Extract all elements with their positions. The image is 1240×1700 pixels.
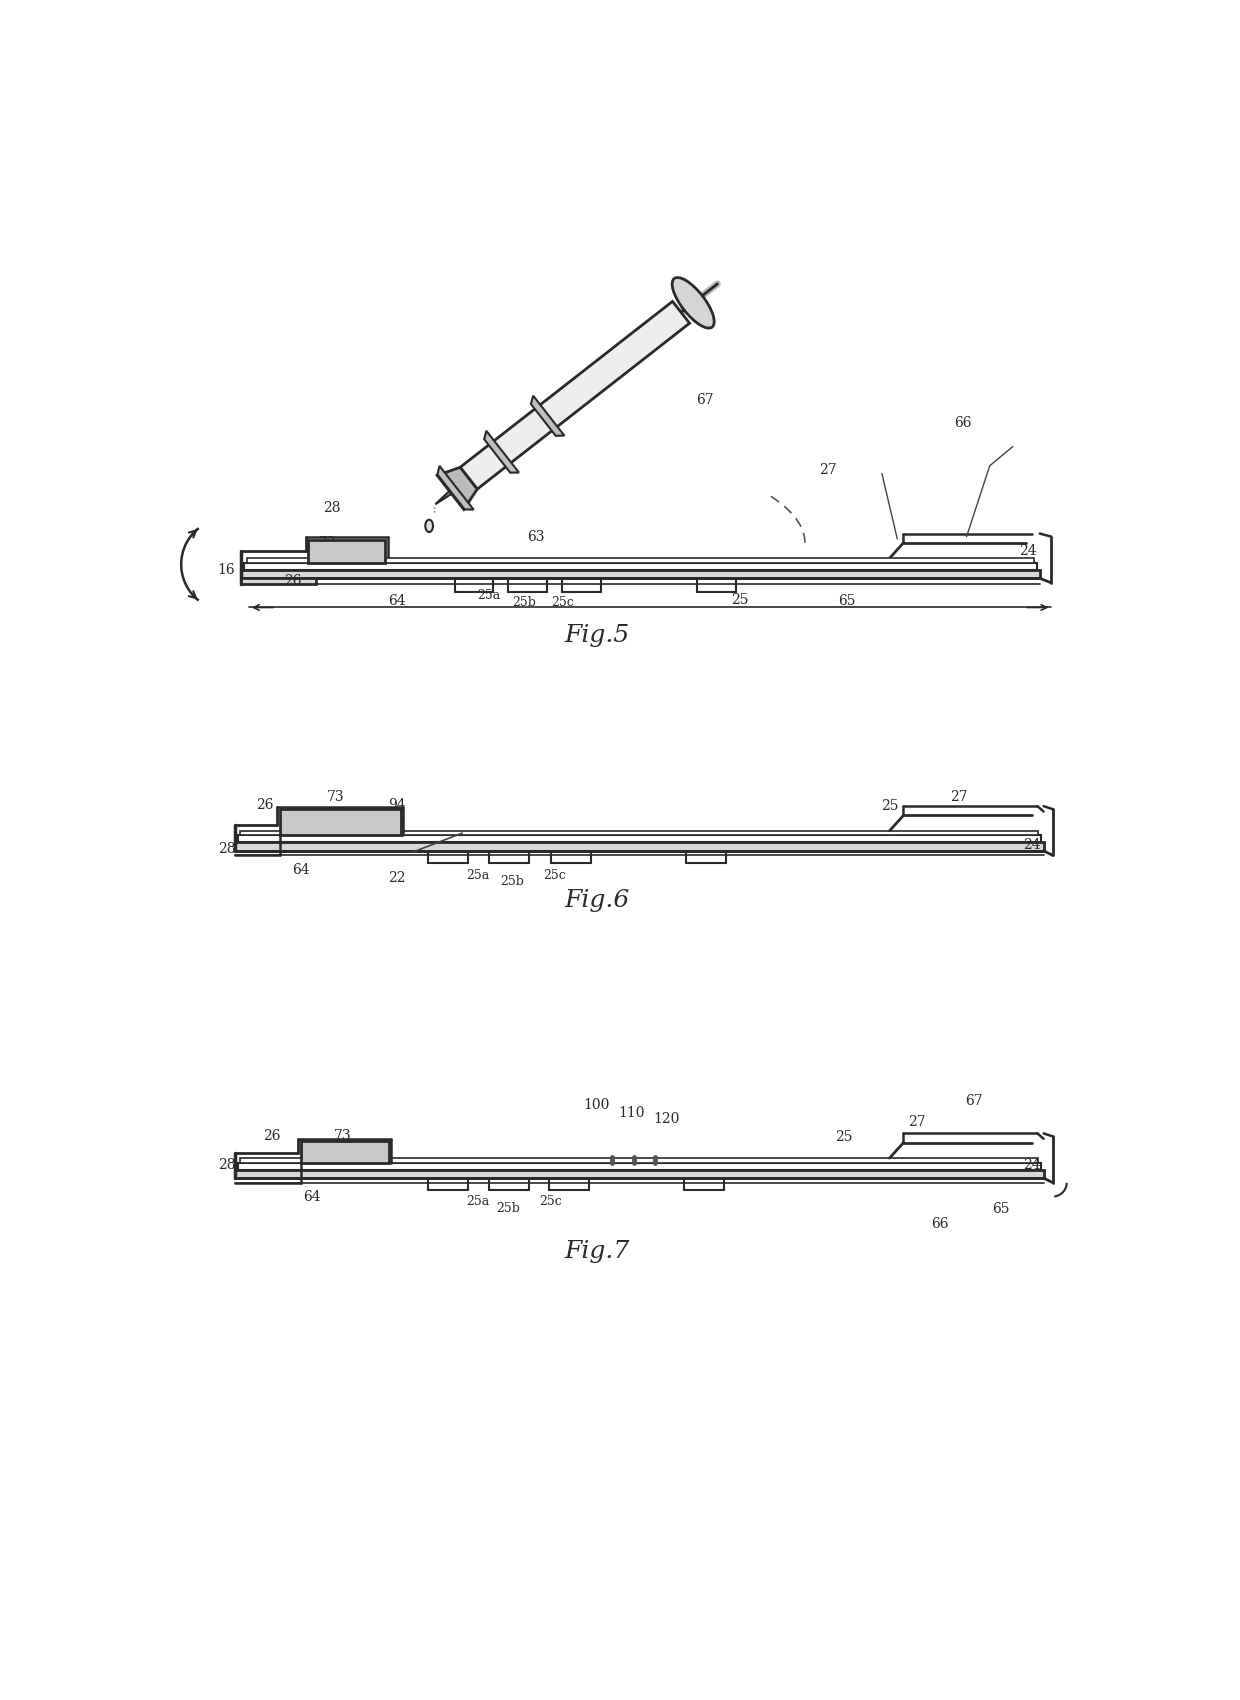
Text: 26: 26 — [284, 575, 301, 588]
Ellipse shape — [672, 277, 714, 328]
Text: 25b: 25b — [496, 1202, 521, 1215]
Text: 26: 26 — [263, 1129, 280, 1142]
Text: 25c: 25c — [551, 597, 574, 609]
Polygon shape — [280, 809, 401, 835]
Text: 27: 27 — [820, 462, 837, 476]
Polygon shape — [236, 1170, 1044, 1178]
Text: 64: 64 — [304, 1190, 321, 1204]
Text: 63: 63 — [527, 530, 544, 544]
Text: 28: 28 — [217, 842, 236, 857]
Polygon shape — [238, 1163, 1040, 1170]
Text: 110: 110 — [619, 1105, 645, 1120]
Text: Fig.5: Fig.5 — [564, 624, 630, 646]
Polygon shape — [438, 468, 477, 510]
Text: 25: 25 — [880, 799, 898, 813]
Text: 26: 26 — [255, 797, 273, 811]
Text: 67: 67 — [966, 1095, 983, 1108]
Text: 73: 73 — [334, 1129, 352, 1142]
Text: 100: 100 — [584, 1098, 610, 1112]
Polygon shape — [309, 539, 386, 563]
Text: 25a: 25a — [466, 1195, 490, 1207]
Text: 25c: 25c — [539, 1195, 562, 1207]
Polygon shape — [531, 396, 564, 435]
Polygon shape — [438, 466, 474, 510]
Polygon shape — [238, 835, 1040, 841]
Text: 73: 73 — [319, 536, 336, 549]
Polygon shape — [460, 301, 689, 490]
Text: 66: 66 — [954, 416, 971, 430]
Polygon shape — [236, 842, 1044, 850]
Text: 25a: 25a — [466, 869, 490, 882]
Text: 65: 65 — [992, 1202, 1011, 1215]
Polygon shape — [241, 831, 1038, 835]
Polygon shape — [484, 430, 520, 473]
Polygon shape — [244, 563, 1037, 570]
Text: 25: 25 — [835, 1130, 852, 1144]
Text: Fig.7: Fig.7 — [564, 1239, 630, 1263]
Text: 66: 66 — [931, 1217, 949, 1231]
Text: 16: 16 — [217, 563, 234, 576]
Text: 25b: 25b — [501, 876, 525, 887]
Text: 120: 120 — [653, 1112, 680, 1125]
Text: Fig.6: Fig.6 — [564, 889, 630, 913]
Text: 64: 64 — [291, 864, 309, 877]
Ellipse shape — [425, 520, 433, 532]
Polygon shape — [241, 1158, 1038, 1163]
Text: 27: 27 — [908, 1115, 925, 1129]
Text: 73: 73 — [326, 790, 343, 804]
Text: 67: 67 — [696, 393, 713, 408]
Text: 94: 94 — [388, 797, 405, 811]
Text: 24: 24 — [1019, 544, 1037, 558]
Text: 25: 25 — [730, 593, 748, 607]
Text: 28: 28 — [322, 502, 340, 515]
Text: 28: 28 — [217, 1158, 236, 1171]
Polygon shape — [300, 1141, 389, 1163]
Polygon shape — [242, 570, 1040, 578]
Text: 46: 46 — [527, 428, 544, 442]
Text: 24: 24 — [1023, 838, 1040, 852]
Polygon shape — [242, 578, 316, 585]
Polygon shape — [247, 558, 1034, 563]
Text: 65: 65 — [838, 593, 856, 607]
Text: 25a: 25a — [477, 588, 501, 602]
Text: 27: 27 — [950, 790, 967, 804]
Text: 25c: 25c — [543, 869, 565, 882]
Polygon shape — [435, 476, 471, 505]
Text: 25b: 25b — [512, 597, 536, 609]
Text: 22: 22 — [388, 870, 405, 884]
Text: 64: 64 — [388, 593, 405, 607]
Text: 24: 24 — [1023, 1158, 1040, 1171]
